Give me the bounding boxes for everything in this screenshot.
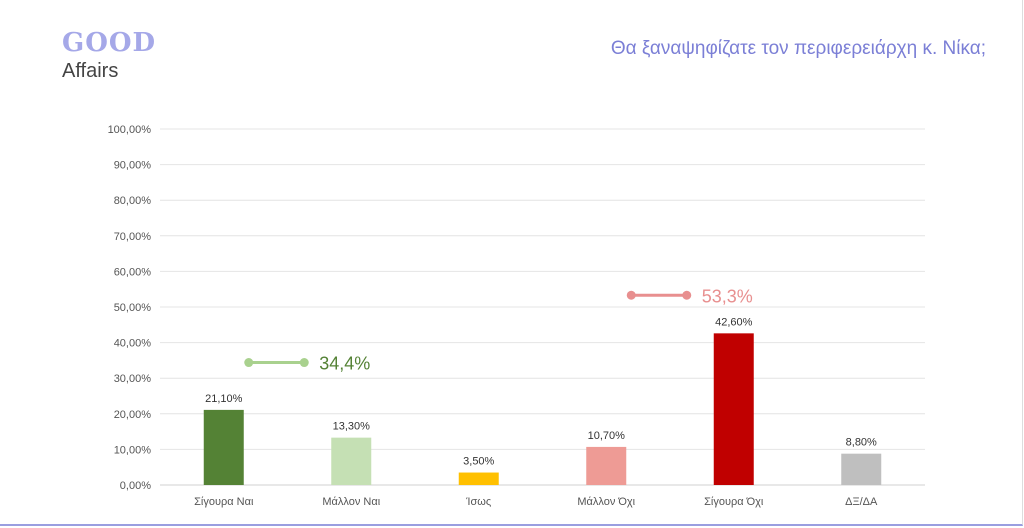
y-tick-label: 0,00% [120,480,151,492]
bar [203,409,244,485]
y-tick-label: 30,00% [114,373,152,385]
y-tick-label: 90,00% [114,160,152,172]
data-label: 3,50% [463,456,494,468]
annotation-label: 53,3% [702,286,753,306]
y-tick-label: 10,00% [114,444,152,456]
logo-affairs: Affairs [62,60,119,82]
x-tick-label: Σίγουρα Όχι [704,496,764,508]
y-tick-label: 40,00% [114,338,152,350]
data-label: 42,60% [715,316,753,328]
bar [713,333,754,485]
annotation-dot [244,358,254,368]
y-tick-label: 20,00% [114,409,152,421]
x-tick-label: Μάλλον Ναι [322,496,380,508]
annotation-dot [682,290,692,300]
chart-title: Θα ξαναψηφίζατε τον περιφερειάρχη κ. Νίκ… [610,38,986,59]
y-tick-label: 50,00% [114,302,152,314]
annotation-dot [299,358,309,368]
data-label: 21,10% [205,393,243,405]
data-label: 13,30% [333,421,371,433]
x-tick-label: Ίσως [465,496,491,508]
y-tick-label: 100,00% [108,124,152,136]
bar [586,446,627,485]
bar [841,453,882,485]
y-tick-label: 60,00% [114,266,152,278]
annotation-label: 34,4% [319,354,370,374]
y-tick-label: 70,00% [114,231,152,243]
x-tick-label: ΔΞ/ΔΑ [845,496,878,508]
data-label: 10,70% [588,430,626,442]
y-tick-label: 80,00% [114,195,152,207]
data-label: 8,80% [846,437,877,449]
bar [458,472,499,485]
x-tick-label: Μάλλον Όχι [577,496,635,508]
annotation-dot [626,290,636,300]
x-tick-label: Σίγουρα Ναι [194,496,254,508]
logo-good: GOOD [62,28,157,58]
bar [331,437,372,485]
